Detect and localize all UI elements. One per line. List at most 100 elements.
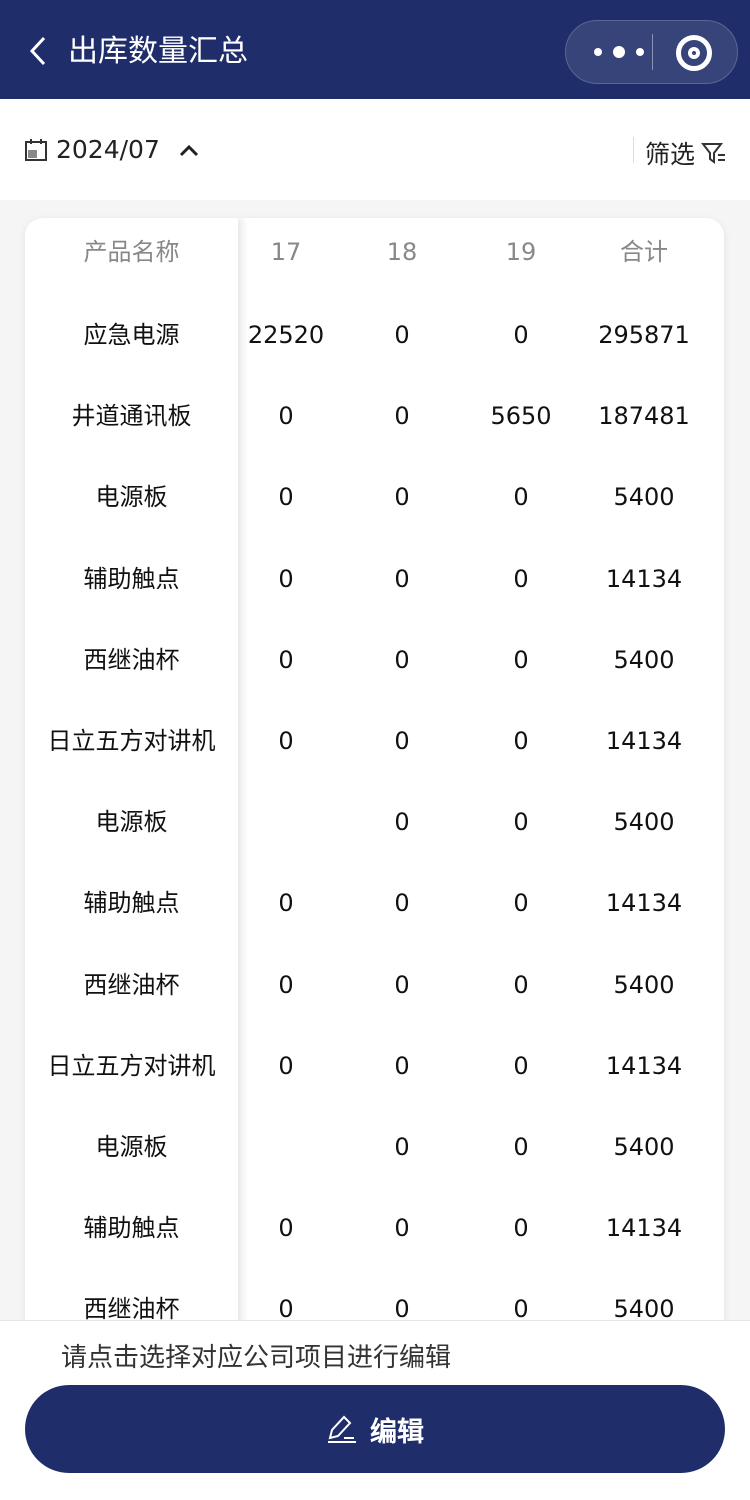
table-row[interactable]: 西继油杯 0 0 0 5400	[25, 965, 724, 1005]
table-row[interactable]: 电源板 0 0 5400	[25, 802, 724, 842]
hint-text: 请点击选择对应公司项目进行编辑	[61, 1343, 452, 1373]
product-name-cell: 日立五方对讲机	[47, 1051, 216, 1080]
value-cell: 0	[278, 727, 294, 755]
value-cell: 5400	[613, 808, 675, 837]
value-cell: 5400	[613, 645, 675, 674]
value-cell: 5400	[613, 483, 675, 512]
edit-icon	[328, 1415, 356, 1443]
table-row[interactable]: 井道通讯板 0 0 5650 187481	[25, 396, 724, 436]
table-row[interactable]: 日立五方对讲机 0 0 0 14134	[25, 721, 724, 761]
column-header: 17	[270, 238, 302, 266]
value-cell: 0	[278, 1214, 294, 1243]
value-cell: 14134	[605, 727, 683, 755]
date-picker[interactable]: 2024/07	[24, 135, 208, 164]
value-cell: 0	[394, 727, 410, 755]
page-title: 出库数量汇总	[68, 34, 248, 69]
column-header: 合计	[620, 238, 668, 266]
product-name-cell: 辅助触点	[83, 564, 180, 593]
value-cell: 0	[278, 564, 294, 593]
column-header: 18	[386, 238, 418, 266]
product-name-cell: 日立五方对讲机	[47, 727, 216, 755]
table-row[interactable]: 电源板 0 0 0 5400	[25, 477, 724, 517]
table-row[interactable]: 西继油杯 0 0 0 5400	[25, 1289, 724, 1329]
product-name-cell: 应急电源	[83, 321, 180, 349]
value-cell: 22520	[247, 321, 325, 349]
product-name-cell: 辅助触点	[83, 1214, 180, 1243]
table-row[interactable]: 应急电源 22520 0 0 295871	[25, 315, 724, 355]
value-cell: 0	[513, 1051, 529, 1080]
nav-bar: 出库数量汇总	[0, 0, 750, 99]
product-name-cell: 电源板	[95, 808, 168, 837]
value-cell: 0	[513, 808, 529, 837]
product-name-cell: 电源板	[95, 1133, 168, 1161]
edit-label: 编辑	[370, 1416, 424, 1447]
value-cell: 0	[513, 1214, 529, 1243]
value-cell: 14134	[605, 564, 683, 593]
product-name-cell: 井道通讯板	[71, 402, 192, 431]
table-row[interactable]: 辅助触点 0 0 0 14134	[25, 883, 724, 923]
product-name-cell: 电源板	[95, 483, 168, 512]
value-cell: 0	[278, 970, 294, 999]
value-cell: 0	[394, 321, 410, 349]
target-icon[interactable]	[676, 35, 712, 71]
value-cell: 5400	[613, 1133, 675, 1161]
bottom-panel: 请点击选择对应公司项目进行编辑 编辑	[0, 1320, 750, 1500]
value-cell: 0	[513, 1133, 529, 1161]
product-name-cell: 西继油杯	[83, 970, 180, 999]
value-cell: 14134	[605, 889, 683, 918]
value-cell: 0	[278, 1295, 294, 1324]
table-row[interactable]: 辅助触点 0 0 0 14134	[25, 1208, 724, 1248]
value-cell: 0	[394, 402, 410, 431]
back-icon[interactable]	[28, 36, 48, 66]
mini-program-capsule	[565, 20, 738, 84]
value-cell: 14134	[605, 1214, 683, 1243]
fixed-column	[25, 218, 238, 1418]
value-cell: 0	[394, 483, 410, 512]
product-name-cell: 辅助触点	[83, 889, 180, 918]
filter-button[interactable]: 筛选	[645, 135, 727, 171]
date-value: 2024/07	[56, 135, 160, 164]
table-header: 产品名称 17 18 19 合计	[25, 232, 724, 272]
table-row[interactable]: 电源板 0 0 5400	[25, 1127, 724, 1167]
value-cell: 0	[513, 889, 529, 918]
value-cell: 295871	[598, 321, 690, 349]
value-cell: 0	[394, 1295, 410, 1324]
product-name-cell: 西继油杯	[83, 1295, 180, 1324]
value-cell: 0	[278, 889, 294, 918]
value-cell: 5650	[490, 402, 552, 431]
value-cell: 0	[513, 645, 529, 674]
table-row[interactable]: 日立五方对讲机 0 0 0 14134	[25, 1046, 724, 1086]
value-cell: 0	[513, 564, 529, 593]
edit-button[interactable]: 编辑	[25, 1385, 725, 1473]
value-cell: 5400	[613, 970, 675, 999]
divider	[633, 137, 634, 163]
value-cell: 0	[394, 645, 410, 674]
value-cell: 0	[278, 483, 294, 512]
value-cell: 0	[394, 889, 410, 918]
value-cell: 0	[394, 564, 410, 593]
table-row[interactable]: 辅助触点 0 0 0 14134	[25, 559, 724, 599]
table-row[interactable]: 西继油杯 0 0 0 5400	[25, 640, 724, 680]
summary-table[interactable]: 产品名称 17 18 19 合计 应急电源 22520 0 0 295871 井道通讯板 0 0 5650…	[25, 218, 724, 1418]
value-cell: 0	[513, 483, 529, 512]
value-cell: 0	[513, 321, 529, 349]
value-cell: 0	[278, 1051, 294, 1080]
value-cell: 0	[394, 970, 410, 999]
filter-icon	[701, 143, 726, 164]
value-cell: 187481	[598, 402, 690, 431]
product-name-cell: 西继油杯	[83, 645, 180, 674]
filter-label: 筛选	[645, 140, 696, 169]
value-cell: 14134	[605, 1051, 683, 1080]
chevron-up-icon[interactable]	[178, 143, 200, 157]
value-cell: 0	[513, 727, 529, 755]
column-header: 19	[505, 238, 537, 266]
value-cell: 0	[394, 1133, 410, 1161]
more-icon[interactable]	[590, 42, 650, 62]
value-cell: 0	[394, 1051, 410, 1080]
capsule-divider	[652, 34, 653, 70]
value-cell: 5400	[613, 1295, 675, 1324]
value-cell: 0	[278, 645, 294, 674]
value-cell: 0	[394, 1214, 410, 1243]
value-cell: 0	[513, 1295, 529, 1324]
toolbar: 2024/07 筛选	[0, 99, 750, 200]
